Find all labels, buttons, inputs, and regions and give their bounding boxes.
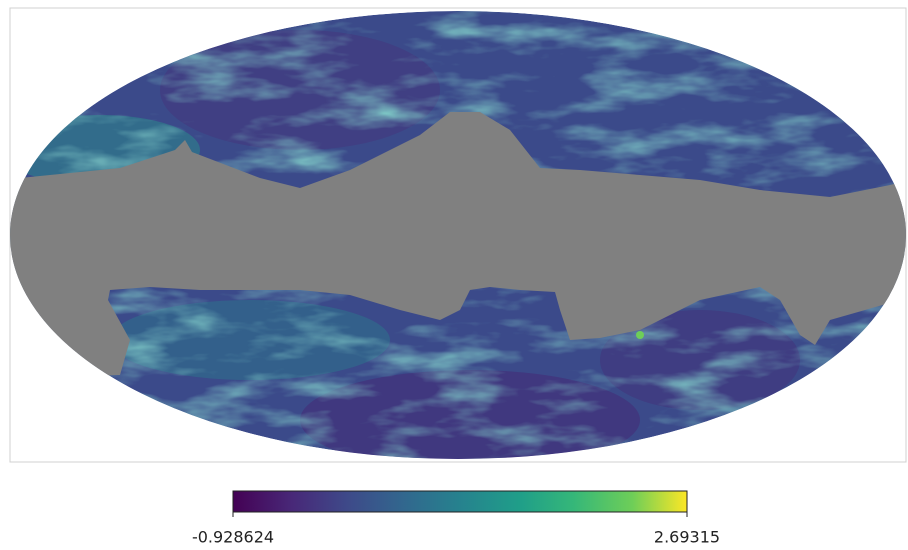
colorbar-label: 2.69315: [654, 528, 720, 547]
map-figure: -0.928624 2.69315: [0, 0, 908, 550]
colorbar: [233, 491, 687, 512]
colorbar-label: -0.928624: [192, 528, 274, 547]
sky-map: [0, 0, 908, 470]
bright-spot: [636, 331, 644, 339]
colorbar-ticks: -0.928624 2.69315: [192, 512, 720, 547]
